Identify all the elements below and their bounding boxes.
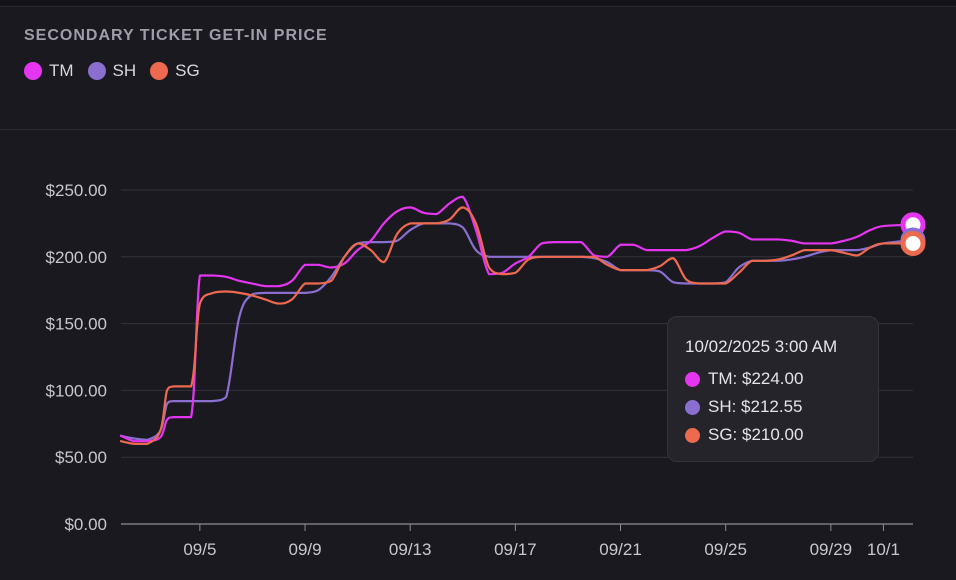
legend-dot-tm [24, 62, 42, 80]
legend-label-tm: TM [49, 61, 74, 80]
x-tick-label: 09/5 [183, 540, 216, 559]
x-tick-label: 10/1 [867, 540, 900, 559]
legend-label-sg: SG [175, 61, 200, 80]
x-tick-label: 09/13 [389, 540, 432, 559]
y-tick-label: $50.00 [55, 448, 107, 467]
tooltip-value-sg: SG: $210.00 [708, 425, 804, 444]
series-line-sg [119, 206, 915, 445]
tooltip-title: 10/02/2025 3:00 AM [685, 337, 838, 356]
legend-dot-sg [150, 62, 169, 80]
legend-item-sh[interactable]: SH [87, 61, 137, 81]
y-tick-label: $250.00 [46, 181, 107, 200]
legend-label-sh: SH [112, 61, 137, 80]
x-tick-label: 09/29 [810, 540, 853, 559]
chart-header: SECONDARY TICKET GET-IN PRICE TM SH SG [0, 7, 956, 130]
tooltip-dot-sh [685, 399, 700, 415]
legend-item-sg[interactable]: SG [150, 61, 200, 81]
tooltip-row-sg: SG: $210.00 [685, 421, 878, 449]
chart-title: SECONDARY TICKET GET-IN PRICE [24, 27, 328, 44]
hover-marker-sg [900, 230, 926, 256]
chart-tooltip: 10/02/2025 3:00 AM TM: $224.00 SH: $212.… [667, 316, 879, 462]
tooltip-row-sh: SH: $212.55 [685, 393, 878, 421]
y-tick-label: $100.00 [46, 381, 107, 400]
top-border [0, 0, 956, 7]
y-tick-label: $200.00 [46, 248, 107, 267]
tooltip-dot-sg [685, 427, 700, 443]
tooltip-dot-tm [685, 371, 700, 387]
y-tick-label: $150.00 [46, 315, 107, 334]
tooltip-row-tm: TM: $224.00 [685, 365, 878, 393]
x-tick-label: 09/17 [494, 540, 537, 559]
legend-dot-sh [87, 62, 106, 80]
legend-item-tm[interactable]: TM [24, 61, 74, 81]
tooltip-value-tm: TM: $224.00 [708, 369, 804, 388]
legend: TM SH SG [24, 61, 214, 81]
tooltip-value-sh: SH: $212.55 [708, 397, 803, 416]
x-tick-label: 09/9 [288, 540, 321, 559]
y-tick-label: $0.00 [64, 515, 107, 534]
x-tick-label: 09/21 [599, 540, 642, 559]
x-tick-label: 09/25 [704, 540, 747, 559]
